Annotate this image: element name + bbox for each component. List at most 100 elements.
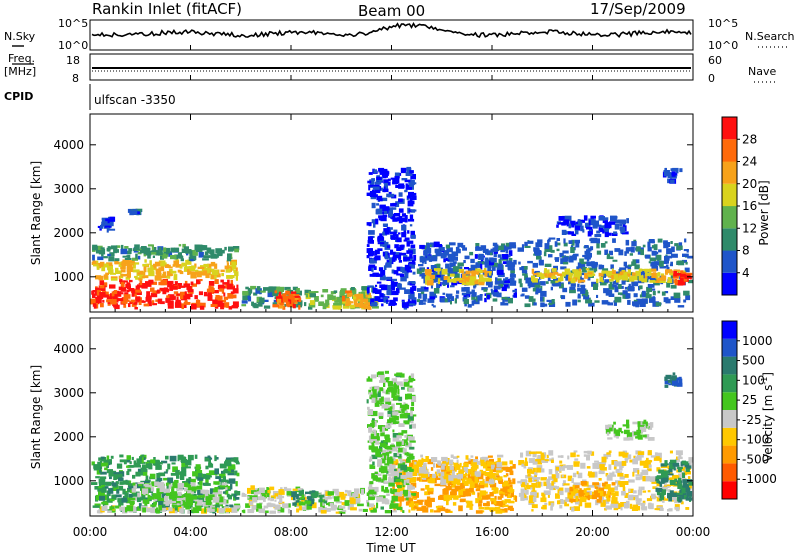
power-colorbar-swatch bbox=[722, 228, 737, 251]
vel-cell bbox=[368, 389, 371, 395]
vel-cell bbox=[380, 402, 385, 406]
power-cell bbox=[212, 290, 219, 294]
vel-cell bbox=[370, 433, 378, 440]
power-cell bbox=[375, 284, 378, 287]
power-cell bbox=[210, 304, 217, 307]
power-cell bbox=[431, 276, 435, 279]
power-cell bbox=[391, 278, 397, 282]
vel-cell bbox=[366, 499, 370, 504]
power-cell bbox=[375, 218, 378, 224]
vel-cell bbox=[286, 488, 292, 494]
vel-cell bbox=[133, 506, 137, 513]
vel-cell bbox=[383, 489, 390, 493]
vel-cell bbox=[127, 487, 132, 493]
power-cell bbox=[505, 246, 512, 250]
vel-cell bbox=[143, 480, 150, 483]
power-cell bbox=[563, 219, 570, 225]
vel-cell bbox=[385, 425, 392, 428]
vel-cell bbox=[396, 435, 402, 439]
vel-cell bbox=[218, 507, 225, 513]
power-cell bbox=[203, 263, 209, 267]
power-cell bbox=[550, 280, 557, 284]
power-cell bbox=[235, 267, 238, 272]
power-cell bbox=[162, 247, 167, 252]
power-cell bbox=[369, 179, 375, 184]
vel-cell bbox=[167, 463, 171, 470]
power-cell bbox=[189, 291, 193, 297]
power-cell bbox=[160, 262, 167, 267]
power-cell bbox=[510, 262, 516, 267]
vel-cell bbox=[106, 455, 110, 462]
vel-cell bbox=[369, 464, 374, 469]
vel-cell bbox=[257, 496, 265, 501]
vel-cell bbox=[188, 499, 194, 505]
power-cell bbox=[373, 223, 376, 228]
power-cell bbox=[162, 252, 169, 257]
power-cell bbox=[233, 269, 238, 273]
power-cell bbox=[471, 292, 477, 297]
power-cell bbox=[100, 303, 104, 308]
vel-cell bbox=[134, 465, 141, 468]
power-cell bbox=[624, 251, 627, 256]
power-cell bbox=[675, 170, 679, 174]
vel-cell bbox=[486, 461, 493, 467]
vel-cell bbox=[372, 465, 376, 469]
vel-cell bbox=[675, 377, 680, 381]
power-cell bbox=[568, 272, 573, 277]
vel-cell bbox=[105, 481, 112, 486]
vel-cell bbox=[318, 499, 323, 503]
power-cell bbox=[146, 291, 150, 297]
vel-cell bbox=[619, 466, 623, 471]
vel-cell bbox=[575, 495, 579, 502]
power-cell bbox=[374, 296, 379, 301]
power-cell bbox=[314, 291, 319, 293]
vel-cell bbox=[155, 498, 160, 502]
power-cell bbox=[114, 290, 118, 295]
power-cell bbox=[192, 251, 198, 256]
vel-cell bbox=[368, 487, 376, 490]
power-cell bbox=[145, 281, 152, 287]
power-cell bbox=[430, 255, 438, 262]
power-cell bbox=[625, 293, 631, 299]
vel-cell bbox=[277, 506, 285, 513]
power-cell bbox=[373, 266, 377, 270]
power-cell bbox=[455, 294, 459, 299]
power-cell bbox=[148, 270, 155, 277]
vel-cell bbox=[416, 507, 422, 511]
vel-cell bbox=[113, 472, 120, 475]
vel-cell bbox=[525, 457, 528, 464]
power-cell bbox=[179, 266, 183, 269]
power-cell bbox=[123, 294, 131, 299]
vel-cell bbox=[391, 490, 397, 495]
power-cell bbox=[665, 269, 673, 274]
power-cell bbox=[457, 242, 464, 248]
power-cell bbox=[665, 264, 669, 268]
power-cell bbox=[308, 303, 313, 307]
vel-cell bbox=[119, 459, 127, 463]
power-cell bbox=[167, 300, 174, 306]
power-cell bbox=[305, 293, 308, 298]
vel-cell bbox=[528, 500, 535, 504]
power-cell bbox=[556, 224, 559, 228]
vel-cell bbox=[615, 432, 620, 436]
vel-cell bbox=[380, 376, 385, 381]
power-cell bbox=[631, 241, 637, 247]
vel-cell bbox=[621, 490, 626, 496]
vel-cell bbox=[381, 485, 384, 492]
power-cell bbox=[553, 272, 559, 275]
power-cell bbox=[125, 277, 131, 280]
power-cell bbox=[155, 250, 160, 256]
power-cell bbox=[577, 219, 581, 224]
power-cell bbox=[168, 251, 173, 257]
power-cell bbox=[208, 255, 212, 258]
power-cell bbox=[404, 289, 411, 294]
power-cell bbox=[398, 232, 401, 235]
vel-cell bbox=[453, 497, 459, 500]
vel-cell bbox=[426, 496, 431, 502]
power-cell bbox=[381, 211, 384, 215]
vel-cell bbox=[623, 437, 630, 441]
vel-cell bbox=[375, 433, 380, 438]
vel-cell bbox=[216, 508, 220, 513]
vel-cell bbox=[446, 500, 449, 506]
